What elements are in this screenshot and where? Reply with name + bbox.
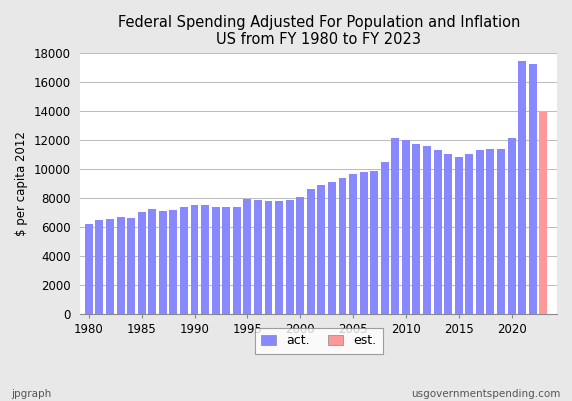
- Text: usgovernmentspending.com: usgovernmentspending.com: [411, 389, 561, 399]
- Bar: [391, 138, 399, 314]
- Bar: [190, 205, 198, 314]
- Y-axis label: $ per capita 2012: $ per capita 2012: [15, 131, 28, 236]
- Bar: [434, 150, 442, 314]
- Bar: [169, 210, 177, 314]
- Bar: [507, 138, 515, 314]
- Bar: [455, 157, 463, 314]
- Legend: act., est.: act., est.: [255, 328, 383, 354]
- Bar: [264, 201, 272, 314]
- Bar: [518, 61, 526, 314]
- Bar: [402, 140, 410, 314]
- Bar: [285, 200, 293, 314]
- Bar: [444, 154, 452, 314]
- Bar: [296, 197, 304, 314]
- Bar: [106, 219, 114, 314]
- Bar: [180, 207, 188, 314]
- Bar: [317, 185, 325, 314]
- Bar: [349, 174, 357, 314]
- Bar: [201, 205, 209, 314]
- Bar: [233, 207, 241, 314]
- Bar: [138, 212, 146, 314]
- Bar: [486, 149, 494, 314]
- Bar: [212, 207, 220, 314]
- Bar: [339, 178, 347, 314]
- Bar: [96, 220, 104, 314]
- Bar: [466, 154, 473, 314]
- Bar: [423, 146, 431, 314]
- Bar: [148, 209, 156, 314]
- Bar: [476, 150, 484, 314]
- Bar: [275, 201, 283, 314]
- Bar: [159, 211, 167, 314]
- Title: Federal Spending Adjusted For Population and Inflation
US from FY 1980 to FY 202: Federal Spending Adjusted For Population…: [117, 15, 520, 47]
- Bar: [539, 112, 547, 314]
- Bar: [307, 189, 315, 314]
- Bar: [254, 200, 262, 314]
- Bar: [529, 64, 537, 314]
- Bar: [328, 182, 336, 314]
- Bar: [370, 171, 378, 314]
- Bar: [85, 224, 93, 314]
- Text: jpgraph: jpgraph: [11, 389, 51, 399]
- Bar: [244, 199, 251, 314]
- Bar: [117, 217, 125, 314]
- Bar: [223, 207, 230, 314]
- Bar: [412, 144, 420, 314]
- Bar: [127, 218, 135, 314]
- Bar: [497, 149, 505, 314]
- Bar: [360, 172, 368, 314]
- Bar: [381, 162, 389, 314]
